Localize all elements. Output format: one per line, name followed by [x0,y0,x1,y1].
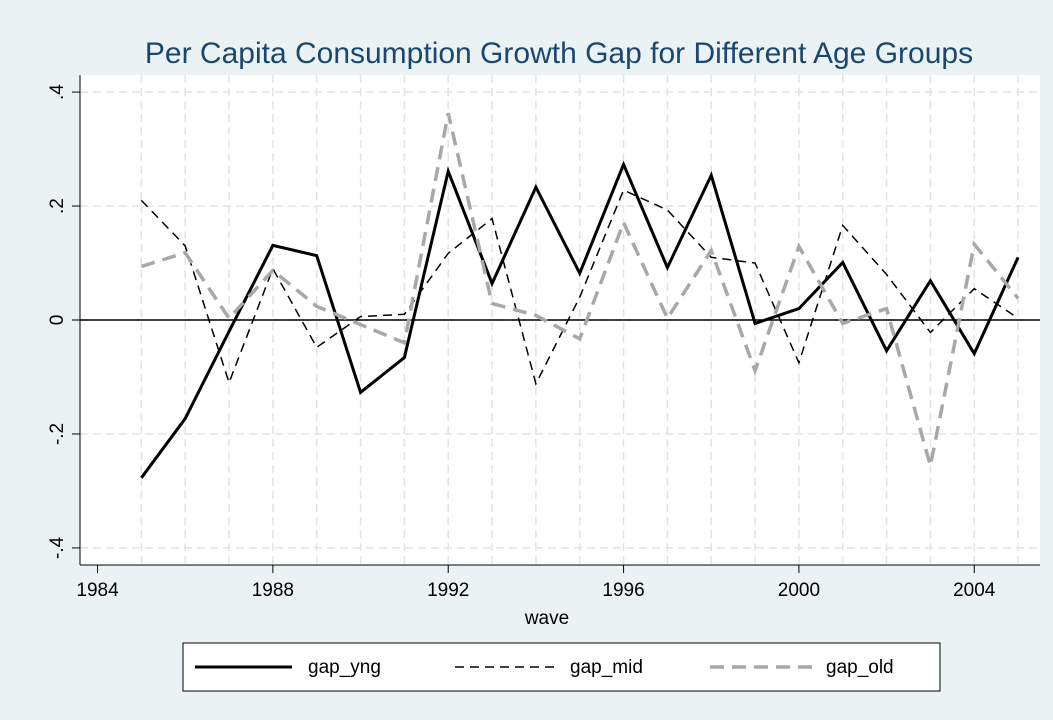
chart-title: Per Capita Consumption Growth Gap for Di… [145,37,973,70]
x-tick-label: 1996 [602,580,644,601]
x-tick-label: 2000 [778,580,820,601]
legend-label: gap_old [826,657,894,678]
x-tick-label: 1992 [427,580,469,601]
y-tick-label: .4 [47,84,68,100]
x-tick-label: 1988 [252,580,294,601]
x-tick-label: 2004 [953,580,996,601]
series-line [140,189,1019,386]
x-tick-label: 1984 [76,580,119,601]
legend-box [182,642,941,692]
x-axis-label: wave [524,608,569,629]
series-line [140,112,1020,467]
y-tick-label: .2 [47,198,68,214]
y-tick-label: -.2 [47,423,68,445]
legend-label: gap_yng [308,657,381,678]
y-tick-label: -.4 [47,536,68,559]
legend-label: gap_mid [570,657,643,678]
series-line [140,160,1020,479]
y-tick-label: 0 [47,315,68,326]
